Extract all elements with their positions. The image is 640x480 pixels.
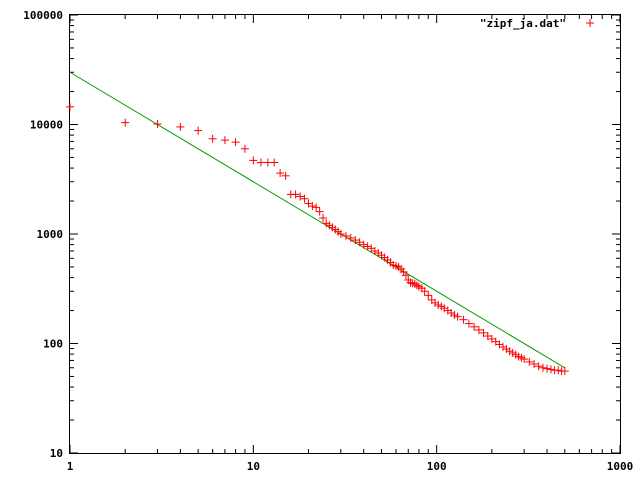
data-point <box>121 118 130 127</box>
y-tick-label: 1000 <box>37 228 64 241</box>
data-point <box>525 357 534 366</box>
data-point <box>474 325 483 334</box>
data-point <box>412 281 421 290</box>
data-point <box>453 312 462 321</box>
data-point <box>296 192 305 201</box>
y-tick-label: 10 <box>50 447 63 460</box>
series-layer <box>66 71 569 376</box>
data-point <box>410 279 419 288</box>
data-point <box>270 158 279 167</box>
data-point <box>534 362 543 371</box>
data-point <box>424 291 433 300</box>
data-point <box>312 203 321 212</box>
data-point <box>240 144 249 153</box>
data-point <box>479 328 488 337</box>
fit-line <box>69 71 566 369</box>
legend: "zipf_ja.dat" <box>480 17 594 30</box>
data-point <box>420 287 429 296</box>
data-point <box>359 240 368 249</box>
data-point <box>308 202 317 211</box>
legend-label: "zipf_ja.dat" <box>480 17 566 30</box>
data-point <box>447 308 456 317</box>
data-point <box>153 120 162 129</box>
data-point <box>281 171 290 180</box>
legend-marker <box>586 19 594 27</box>
data-point <box>351 236 360 245</box>
data-point <box>341 231 350 240</box>
data-point <box>336 230 345 238</box>
data-point <box>538 363 547 372</box>
data-point <box>66 102 74 111</box>
data-point <box>470 322 479 331</box>
data-point <box>431 298 440 307</box>
data-point <box>315 207 324 216</box>
data-point <box>346 233 355 242</box>
y-tick-label: 10000 <box>30 119 63 132</box>
axis-ticks <box>69 14 621 454</box>
data-point <box>543 364 552 373</box>
data-point <box>459 315 468 324</box>
data-point <box>194 126 203 135</box>
data-point <box>498 342 507 351</box>
legend-plus-marker <box>586 19 594 27</box>
x-tick-label: 1 <box>67 460 74 473</box>
data-point <box>276 169 285 178</box>
y-tick-label: 100000 <box>23 9 63 22</box>
data-point <box>530 359 539 368</box>
data-point <box>319 213 328 222</box>
x-tick-label: 100 <box>427 460 447 473</box>
data-point <box>554 366 563 375</box>
data-point <box>220 136 229 145</box>
x-tick-label: 1000 <box>607 460 634 473</box>
tick-labels: 1 10 100 1000 10 100 1000 10000 100000 <box>23 9 633 473</box>
data-point <box>370 246 379 255</box>
y-tick-label: 100 <box>43 338 63 351</box>
data-point <box>249 156 258 165</box>
data-point <box>408 279 417 288</box>
data-point <box>483 332 492 341</box>
data-point <box>231 138 240 147</box>
data-point <box>464 319 473 328</box>
data-point <box>363 242 372 251</box>
data-point <box>291 190 300 199</box>
data-point <box>401 271 410 280</box>
data-point <box>355 238 364 247</box>
data-point <box>520 355 529 364</box>
data-point <box>208 134 217 143</box>
x-tick-label: 10 <box>247 460 260 473</box>
plot-frame <box>69 14 621 454</box>
data-point <box>256 158 265 167</box>
data-point <box>300 194 309 203</box>
data-point <box>176 122 185 131</box>
data-point <box>546 365 555 374</box>
data-point <box>560 367 569 376</box>
